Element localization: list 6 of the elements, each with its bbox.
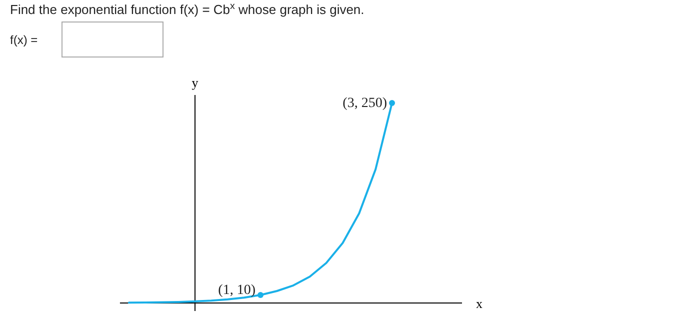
chart-title: Find the exponential function f(x) = Cb$^{x}$ whose graph is given. <box>10 0 364 17</box>
y-axis-title: y <box>192 75 199 90</box>
text: f(x) = <box>10 33 38 47</box>
data-label: (3, 250) <box>342 96 388 111</box>
text: x <box>476 296 483 311</box>
data-label: (1, 10) <box>218 283 256 298</box>
